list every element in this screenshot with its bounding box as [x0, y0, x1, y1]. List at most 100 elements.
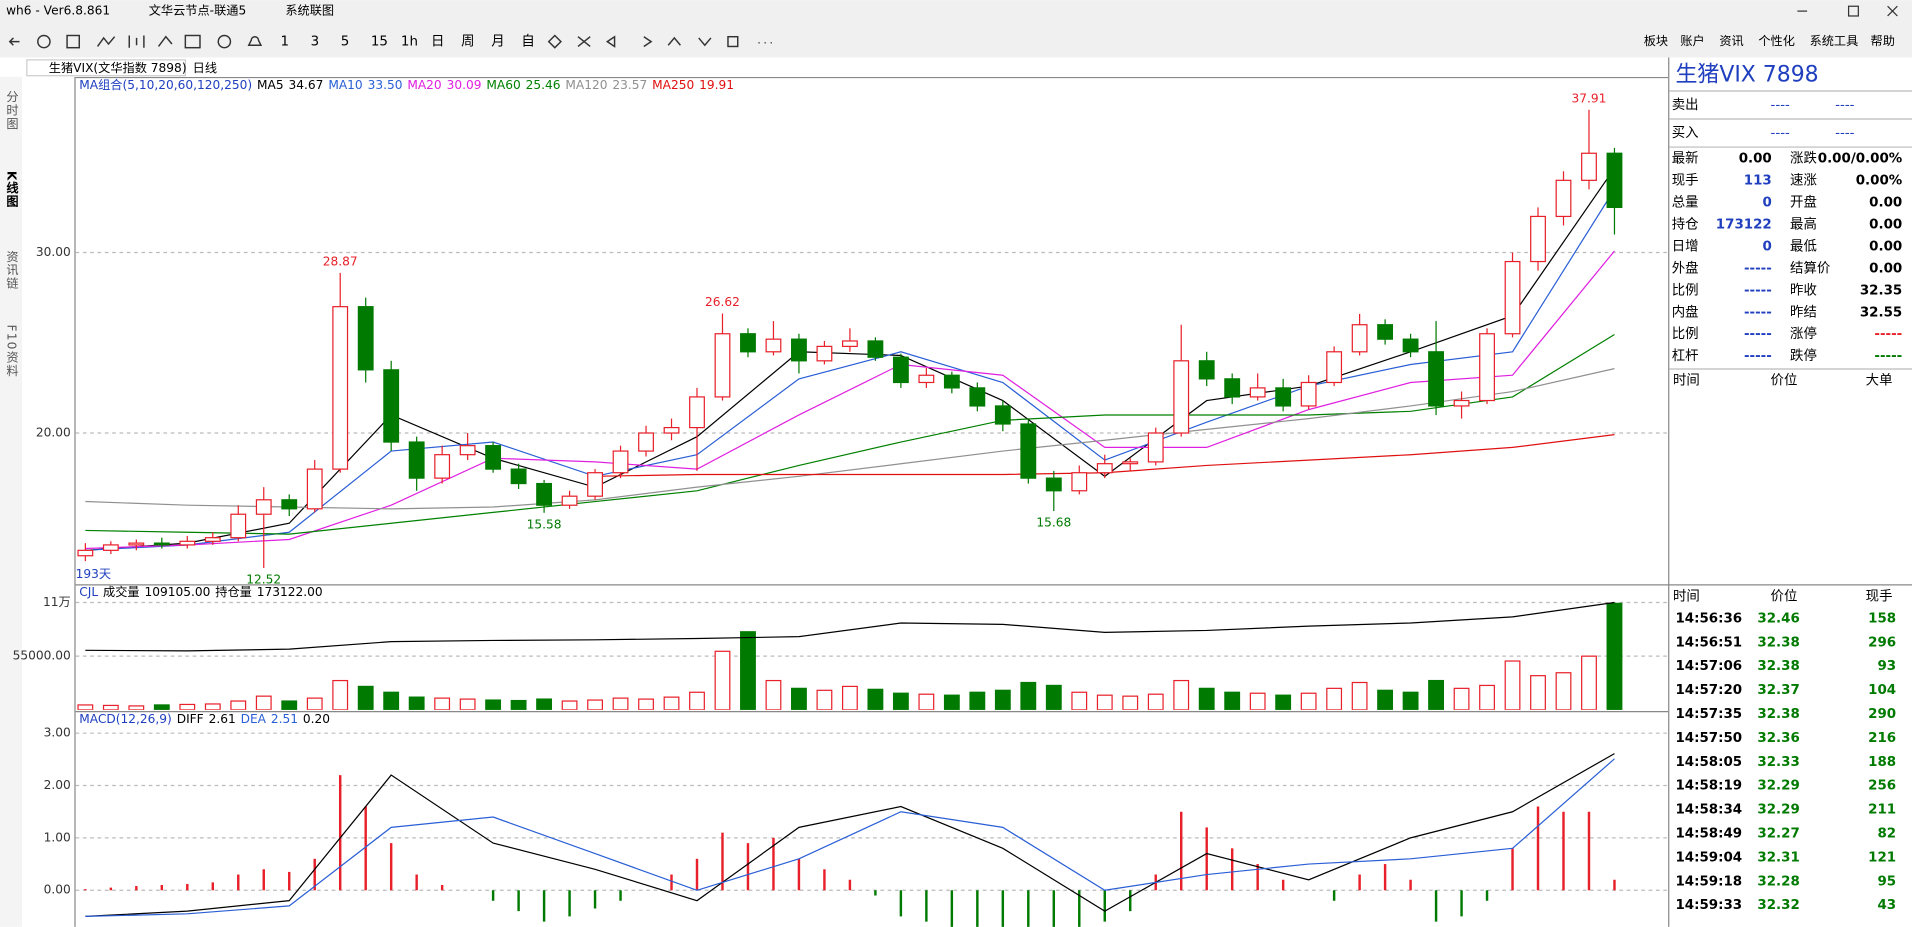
quote-value: ----- [1744, 349, 1772, 364]
window-controls[interactable] [1797, 5, 1898, 17]
quote-value: 0 [1762, 239, 1771, 254]
menu-item[interactable]: 资讯 [1719, 34, 1743, 48]
y-tick-label: 1.00 [44, 830, 71, 844]
trade-volume: 256 [1868, 779, 1896, 794]
legend-text: DIFF [177, 712, 204, 726]
menu-item[interactable]: 板块 [1644, 34, 1668, 48]
volume-bar [1377, 689, 1394, 710]
quote-value: 32.35 [1860, 283, 1902, 298]
trade-volume: 95 [1877, 874, 1896, 889]
volume-bar [740, 631, 756, 710]
candle-body [1326, 351, 1343, 384]
menu-item[interactable]: 帮助 [1871, 34, 1895, 48]
quote-value: 0.00 [1739, 152, 1772, 167]
candle-body [1096, 463, 1113, 474]
quote-value: ----- [1744, 327, 1772, 342]
y-tick-label: 0.00 [44, 883, 71, 897]
candle-body [918, 374, 935, 384]
quote-label: 比例 [1672, 326, 1699, 342]
candle-body [204, 537, 221, 542]
legend-text: 2.51 [271, 712, 298, 726]
trade-volume: 188 [1868, 755, 1896, 770]
period-button[interactable]: 周 [461, 35, 474, 50]
trade-volume: 211 [1868, 803, 1896, 818]
period-select[interactable]: 日线 [193, 61, 217, 75]
legend-text: 19.91 [699, 78, 734, 92]
candle-body [1173, 360, 1190, 434]
macd-panel [75, 732, 1669, 927]
volume-bar [714, 650, 731, 710]
low-label: 12.52 [246, 573, 281, 587]
candle-body [663, 426, 680, 434]
quote-label: 最低 [1790, 238, 1817, 254]
volume-bar [434, 697, 451, 710]
volume-bar [994, 689, 1011, 710]
trade-volume: 158 [1868, 611, 1896, 626]
period-button[interactable]: 3 [311, 35, 320, 50]
volume-bar [791, 687, 807, 710]
quote-value: ----- [1744, 305, 1772, 320]
legend-text: 2.61 [209, 712, 236, 726]
volume-bar [408, 696, 425, 710]
period-button[interactable]: 月 [491, 35, 504, 50]
trade-price: 32.36 [1757, 731, 1799, 746]
candle-body [561, 495, 578, 506]
toolbar-icons[interactable] [8, 34, 772, 49]
volume-bar [892, 692, 909, 710]
period-button[interactable]: 15 [371, 35, 388, 50]
quote-label: 开盘 [1790, 194, 1817, 211]
side-tab[interactable]: 分时图 [4, 90, 18, 131]
side-tab[interactable]: F10资料 [4, 324, 18, 377]
candle-body [892, 356, 909, 384]
side-tab[interactable]: K线图 [4, 171, 18, 208]
volume-bar [1504, 660, 1521, 710]
period-button[interactable]: 日 [431, 35, 444, 50]
candle-body [943, 374, 960, 389]
period-button[interactable]: 1h [401, 35, 418, 50]
trade-price: 32.38 [1757, 635, 1799, 650]
menu-item[interactable]: 账户 [1680, 33, 1704, 48]
quote-value: ----- [1744, 261, 1772, 276]
legend-text: 33.50 [368, 78, 403, 92]
period-button[interactable]: 5 [341, 35, 350, 50]
menu-item[interactable]: 系统工具 [1810, 34, 1859, 48]
instrument-name[interactable]: 生猪VIX(文华指数 7898) [49, 60, 187, 75]
volume-bar [357, 685, 374, 710]
candle-body [1581, 152, 1597, 181]
volume-bar [1326, 687, 1343, 710]
quote-value: 0.00 [1869, 261, 1902, 276]
indicator-line [85, 601, 1615, 652]
candle-body [281, 499, 298, 510]
period-button[interactable]: 1 [280, 35, 289, 50]
indicator-line [85, 758, 1615, 917]
legend-text: DEA [241, 712, 267, 726]
quote-value: 173122 [1716, 218, 1772, 233]
legend-text: MA组合(5,10,20,60,120,250) [79, 77, 252, 92]
y-tick-label: 20.00 [36, 426, 71, 440]
trade-volume: 104 [1868, 683, 1896, 698]
title-bar [0, 0, 1912, 58]
quote-label: 涨停 [1790, 325, 1817, 342]
indicator-line [85, 250, 1615, 550]
candle-body [1428, 351, 1444, 407]
candle-body [179, 540, 196, 546]
candle-body [434, 454, 451, 479]
volume-bar [1071, 691, 1088, 710]
volume-bar [102, 704, 119, 710]
side-tab[interactable]: 资讯链 [4, 250, 18, 291]
quote-value: 0.00 [1869, 239, 1902, 254]
period-button[interactable]: 自 [521, 34, 534, 50]
trade-price: 32.38 [1757, 659, 1799, 674]
book-value: ---- [1835, 98, 1855, 113]
candle-body [1530, 215, 1546, 263]
candle-body [969, 387, 986, 407]
menu-item[interactable]: 个性化 [1758, 34, 1795, 48]
volume-bar [1453, 687, 1470, 710]
big-order-header: 价位 [1771, 373, 1798, 389]
instrument-tab[interactable] [26, 59, 186, 77]
quote-label: 持仓 [1672, 217, 1699, 233]
volume-bar [204, 703, 221, 710]
trade-time: 14:57:06 [1675, 659, 1742, 674]
